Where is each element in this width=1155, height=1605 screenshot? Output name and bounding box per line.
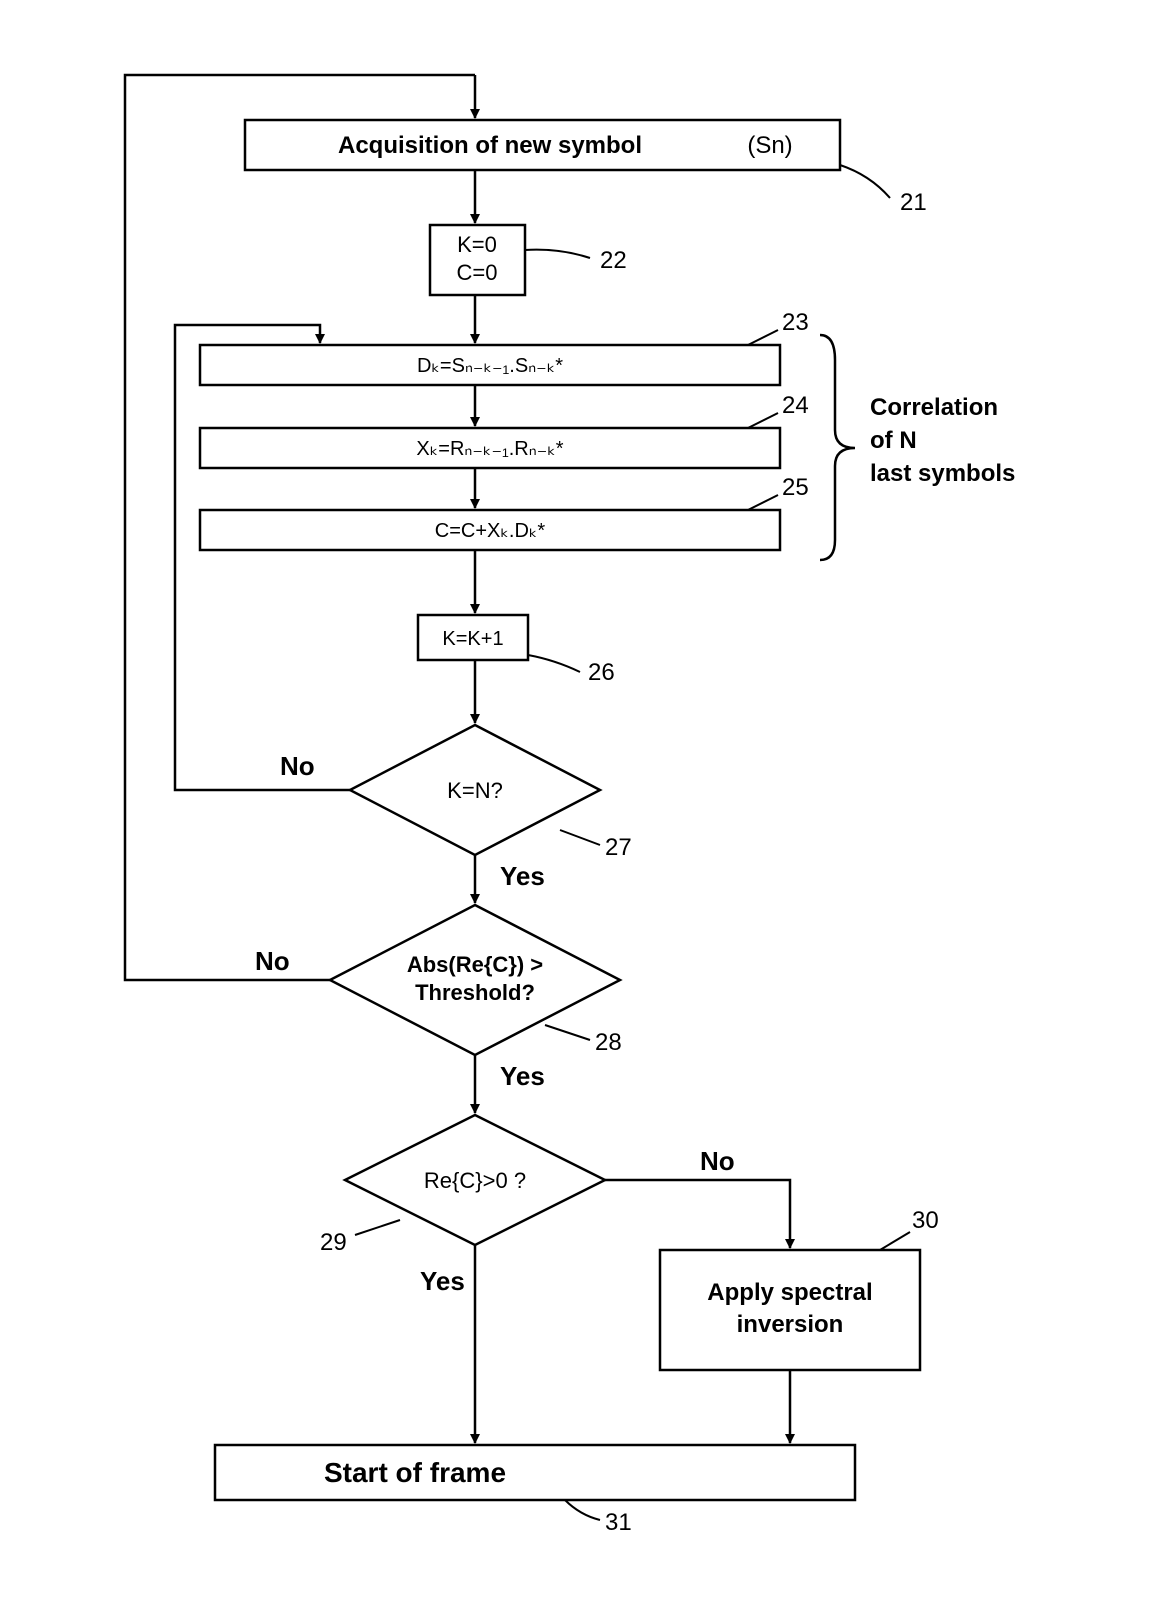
node-threshold-l2: Threshold?	[415, 980, 535, 1005]
ref-28: 28	[595, 1029, 622, 1056]
leader-26	[528, 655, 580, 672]
leader-25	[748, 495, 778, 510]
leader-27	[560, 830, 600, 845]
leader-29	[355, 1220, 400, 1235]
node-c-label: C=C+Xₖ.Dₖ*	[435, 520, 546, 542]
ref-26: 26	[588, 659, 615, 686]
node-xk: Xₖ=Rₙ₋ₖ₋₁.Rₙ₋ₖ*	[200, 428, 780, 468]
node-start-frame-label: Start of frame	[324, 1457, 506, 1488]
node-rec-label: Re{C}>0 ?	[424, 1168, 526, 1193]
node-init: K=0 C=0	[430, 225, 525, 295]
leader-31	[565, 1500, 600, 1520]
ref-29: 29	[320, 1229, 347, 1256]
edge-n29-n30-no	[605, 1180, 790, 1248]
leader-21	[840, 165, 890, 198]
edge-label-yes2: Yes	[500, 1061, 545, 1091]
node-dk: Dₖ=Sₙ₋ₖ₋₁.Sₙ₋ₖ*	[200, 345, 780, 385]
node-c: C=C+Xₖ.Dₖ*	[200, 510, 780, 550]
side-label-2: of N	[870, 427, 917, 454]
node-acquisition-sn: (Sn)	[747, 132, 792, 159]
node-kn: K=N?	[350, 725, 600, 855]
node-acquisition: Acquisition of new symbol (Sn)	[245, 120, 840, 170]
leader-24	[748, 413, 778, 428]
ref-22: 22	[600, 247, 627, 274]
node-spectral-inversion: Apply spectral inversion	[660, 1250, 920, 1370]
leader-23	[748, 330, 778, 345]
edge-label-no2: No	[255, 946, 290, 976]
ref-23: 23	[782, 309, 809, 336]
ref-31: 31	[605, 1509, 632, 1536]
leader-22	[525, 250, 590, 258]
edge-label-yes3: Yes	[420, 1266, 465, 1296]
side-label-3: last symbols	[870, 460, 1015, 487]
ref-30: 30	[912, 1207, 939, 1234]
node-start-frame: Start of frame	[215, 1445, 855, 1500]
node-inc: K=K+1	[418, 615, 528, 660]
edge-n27-n23-no	[175, 325, 350, 790]
node-threshold: Abs(Re{C}) > Threshold?	[330, 905, 620, 1055]
node-spec-l2: inversion	[737, 1311, 844, 1338]
ref-27: 27	[605, 834, 632, 861]
node-dk-label: Dₖ=Sₙ₋ₖ₋₁.Sₙ₋ₖ*	[417, 355, 563, 377]
node-kn-label: K=N?	[447, 778, 503, 803]
side-label-1: Correlation	[870, 394, 998, 421]
node-inc-label: K=K+1	[442, 628, 503, 650]
leader-30	[880, 1232, 910, 1250]
leader-28	[545, 1025, 590, 1040]
brace-correlation	[820, 335, 855, 560]
node-init-k: K=0	[457, 232, 497, 257]
ref-24: 24	[782, 392, 809, 419]
node-acquisition-label: Acquisition of new symbol	[338, 132, 642, 159]
ref-21: 21	[900, 189, 927, 216]
node-threshold-l1: Abs(Re{C}) >	[407, 952, 543, 977]
edge-label-no1: No	[280, 751, 315, 781]
node-xk-label: Xₖ=Rₙ₋ₖ₋₁.Rₙ₋ₖ*	[416, 438, 563, 460]
node-spec-l1: Apply spectral	[707, 1279, 872, 1306]
edge-label-yes1: Yes	[500, 861, 545, 891]
ref-25: 25	[782, 474, 809, 501]
node-init-c: C=0	[457, 260, 498, 285]
edge-label-no3: No	[700, 1146, 735, 1176]
